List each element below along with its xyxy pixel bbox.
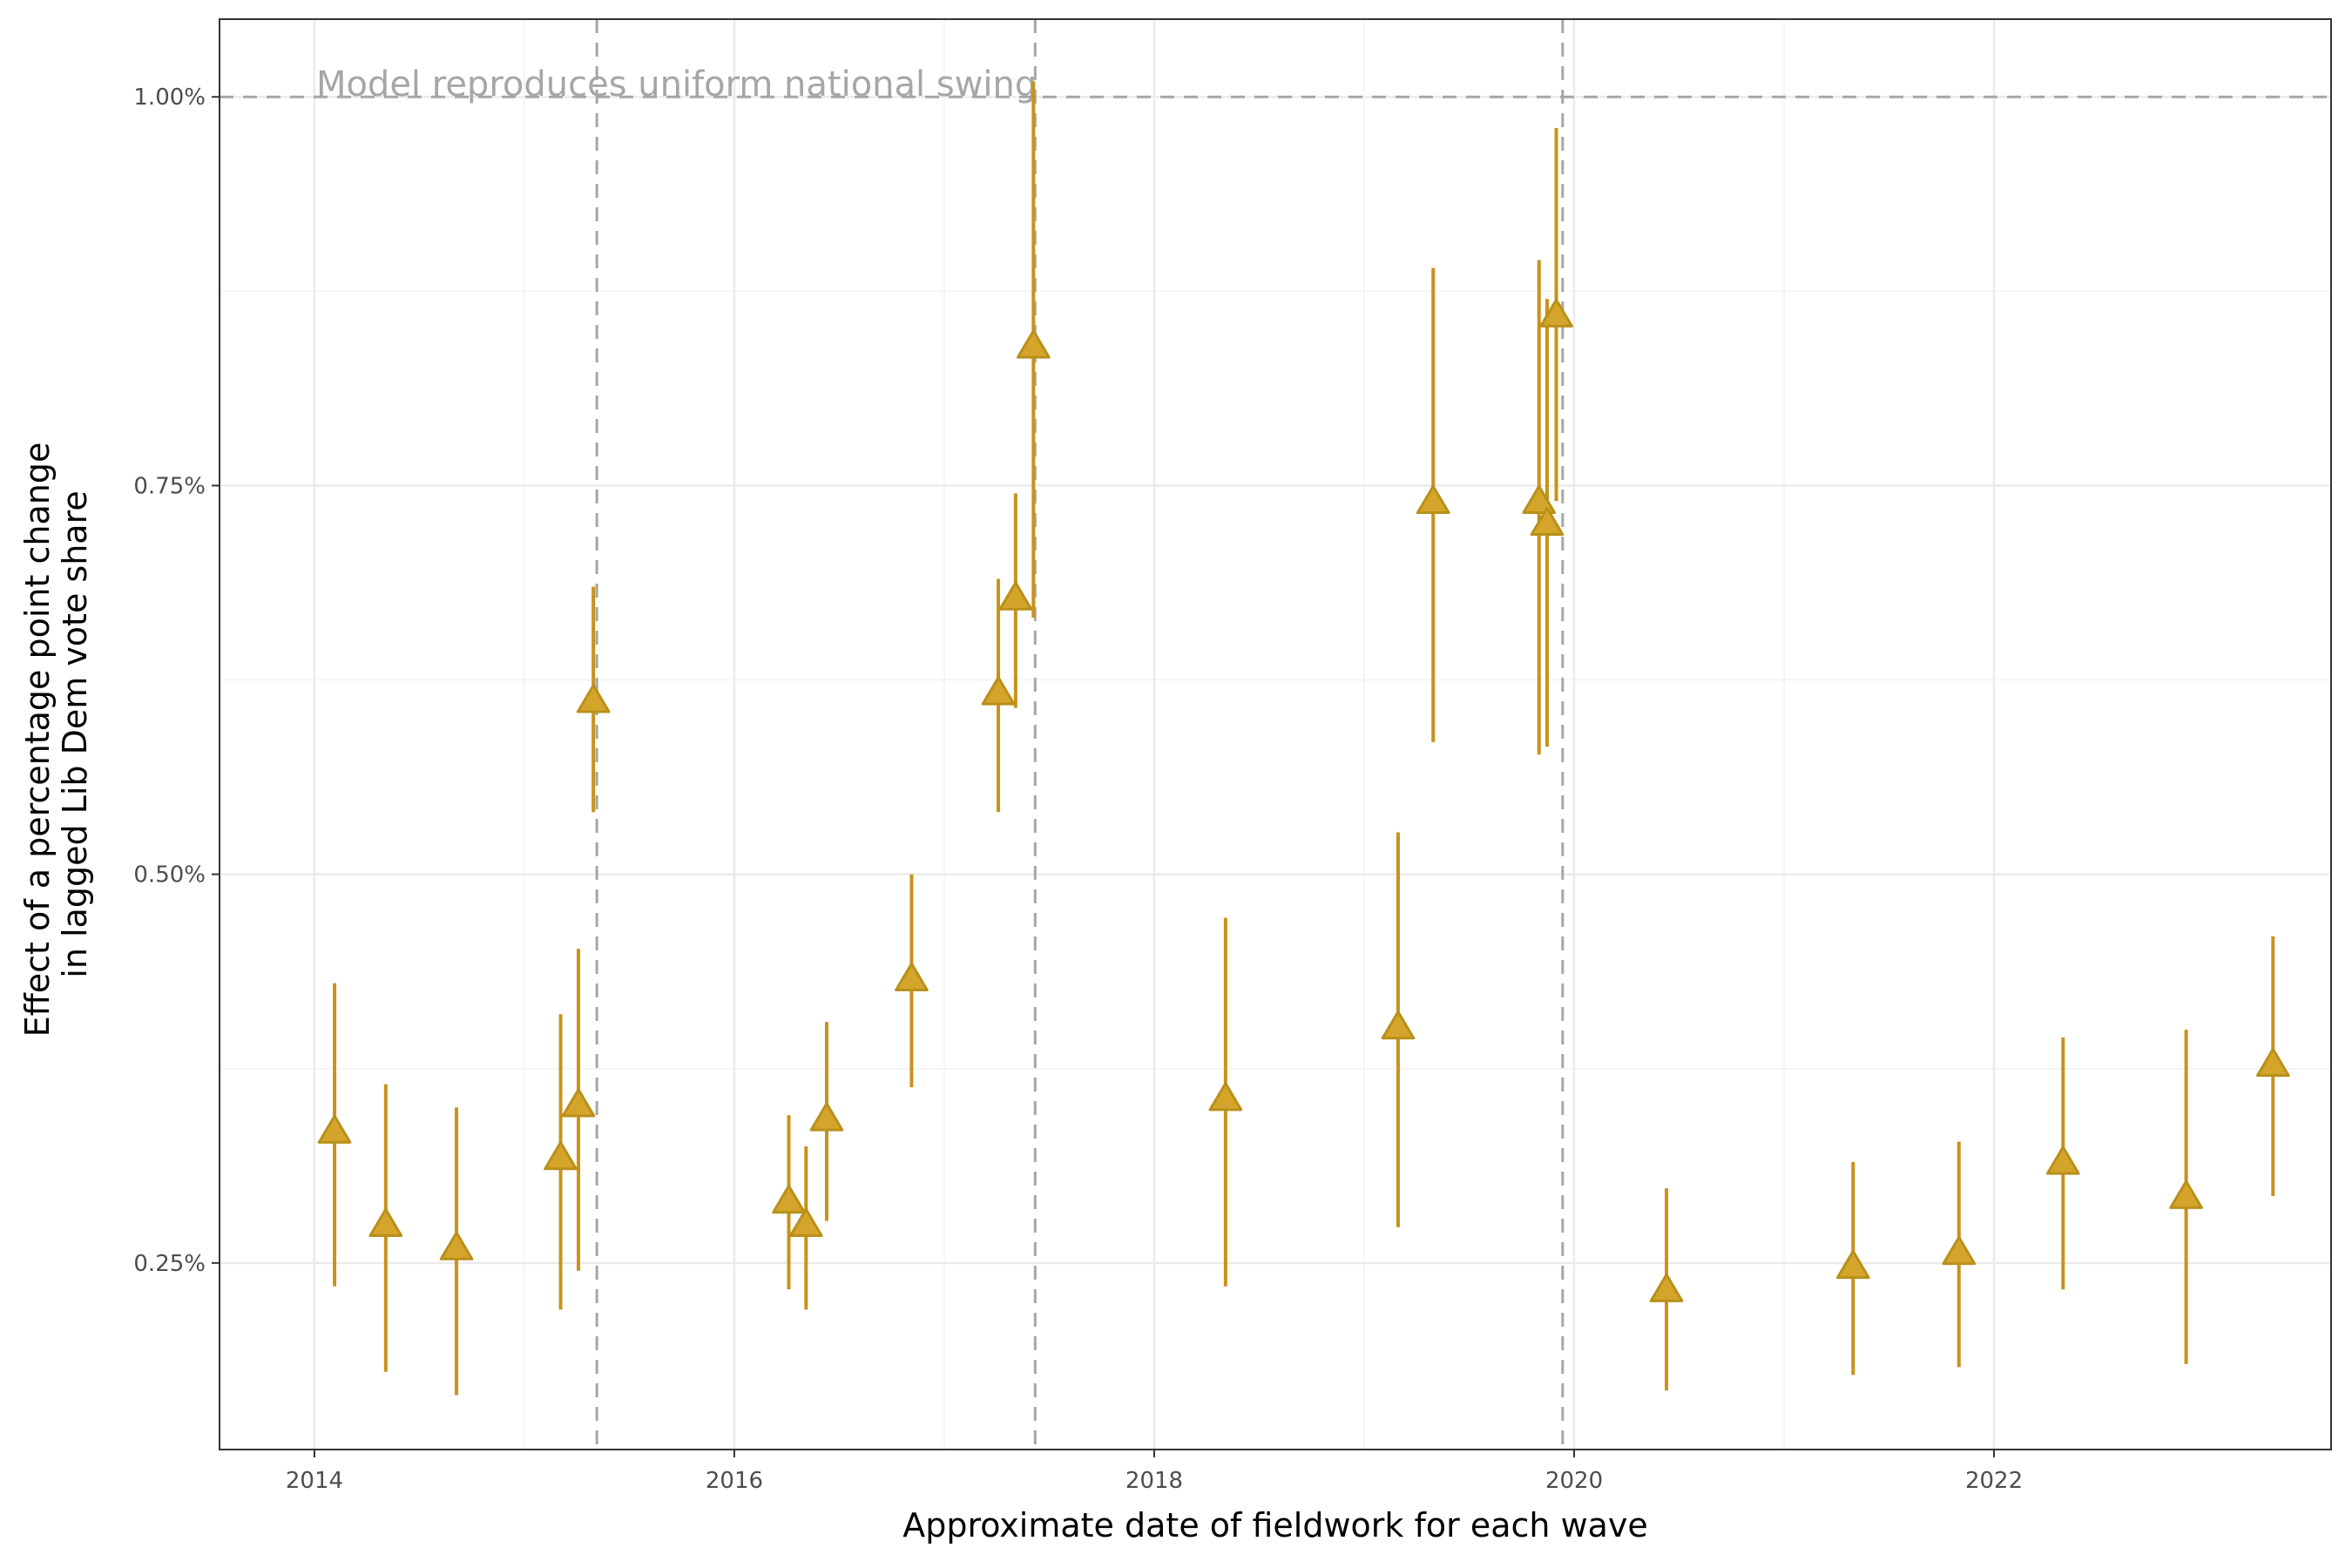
x-tick-label: 2018 (1125, 1468, 1183, 1494)
triangle-point (809, 1102, 844, 1132)
x-axis: 2014 2016 2018 2020 2022 (286, 1450, 2023, 1494)
x-tick-label: 2020 (1545, 1468, 1603, 1494)
major-gridlines (220, 19, 2331, 1450)
triangle-point (1016, 329, 1051, 359)
triangle-point (772, 1184, 806, 1214)
triangle-point (368, 1207, 403, 1237)
x-tick-label: 2016 (706, 1468, 763, 1494)
triangle-point (2045, 1146, 2080, 1175)
triangle-point (1649, 1273, 1684, 1302)
triangle-point (544, 1140, 578, 1171)
y-tick-label: 0.75% (133, 473, 206, 499)
triangle-point (895, 962, 929, 991)
triangle-point (561, 1088, 596, 1118)
data-marks (317, 81, 2290, 1396)
triangle-point (1530, 506, 1565, 537)
triangle-point (1539, 298, 1573, 328)
triangle-point (998, 581, 1033, 611)
triangle-point (2255, 1047, 2290, 1078)
minor-gridlines (220, 19, 2331, 1450)
triangle-point (1835, 1249, 1870, 1280)
x-axis-title: Approximate date of fieldwork for each w… (902, 1506, 1648, 1544)
triangle-point (1208, 1082, 1243, 1112)
y-axis-title-line-1: Effect of a percentage point change (18, 443, 57, 1037)
triangle-point (981, 676, 1016, 706)
triangle-point (439, 1231, 474, 1260)
triangle-point (788, 1207, 823, 1237)
triangle-point (317, 1114, 352, 1144)
y-tick-label: 1.00% (133, 84, 206, 111)
triangle-point (576, 684, 611, 713)
x-tick-label: 2014 (286, 1468, 343, 1494)
y-tick-label: 0.50% (133, 862, 206, 889)
y-axis-title: Effect of a percentage point change in l… (18, 432, 94, 1037)
triangle-point (1942, 1235, 1977, 1266)
triangle-point (2169, 1179, 2203, 1209)
triangle-point (1522, 484, 1557, 515)
y-tick-label: 0.25% (133, 1251, 206, 1277)
triangle-point (1381, 1010, 1416, 1040)
y-axis: 0.25% 0.50% 0.75% 1.00% (133, 84, 220, 1277)
triangle-point (1416, 484, 1450, 515)
y-axis-title-line-2: in lagged Lib Dem vote share (56, 490, 94, 977)
panel-border (219, 18, 2332, 1450)
reference-line-annotation: Model reproduces uniform national swing (316, 64, 1037, 105)
x-tick-label: 2022 (1965, 1468, 2023, 1494)
